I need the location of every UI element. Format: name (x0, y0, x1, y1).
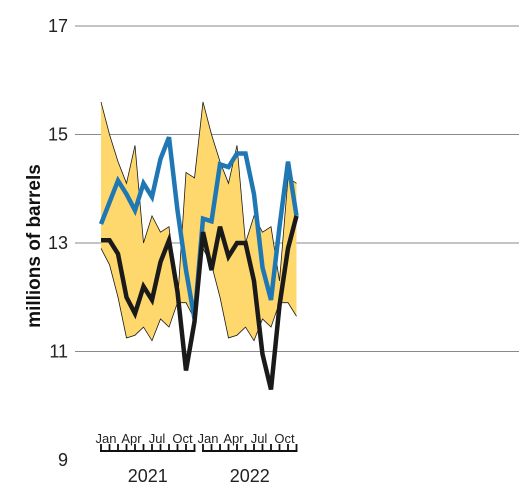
x-month-label: Jan (96, 431, 117, 446)
x-month-label: Apr (223, 431, 244, 446)
y-tick-label: 17 (48, 16, 68, 36)
series-line-1 (101, 215, 299, 391)
x-month-label: Oct (172, 431, 193, 446)
y-tick-label: 15 (48, 125, 68, 145)
y-tick-label: 9 (58, 450, 68, 470)
x-month-label: Jan (198, 431, 219, 446)
band-upper-edge (100, 101, 297, 303)
x-year-label: 2021 (128, 466, 168, 485)
x-month-label: Jul (149, 431, 166, 446)
x-month-label: Apr (121, 431, 142, 446)
y-axis-label: millions of barrels (24, 164, 45, 328)
x-month-label: Oct (274, 431, 295, 446)
y-tick-label: 11 (49, 342, 68, 362)
range-band (101, 101, 297, 341)
x-month-label: Jul (251, 431, 268, 446)
y-tick-label: 13 (48, 233, 68, 253)
x-year-label: 2022 (230, 466, 270, 485)
